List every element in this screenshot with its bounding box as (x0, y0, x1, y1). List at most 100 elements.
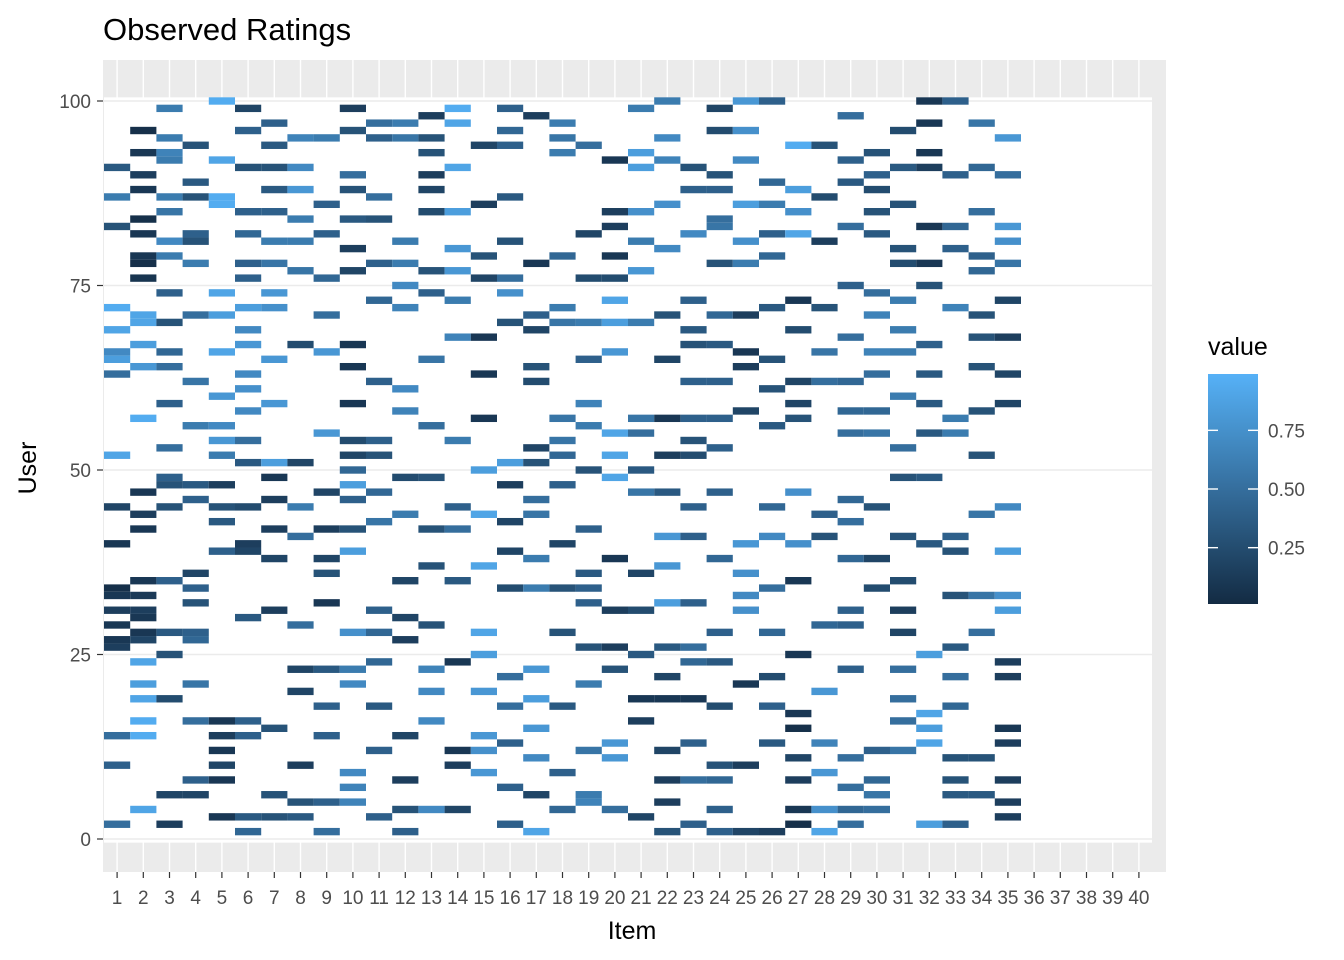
heatmap-cell (654, 97, 681, 105)
heatmap-cell (601, 473, 628, 482)
heatmap-cell (811, 193, 838, 201)
heatmap-cell (628, 208, 655, 216)
heatmap-cell (261, 724, 288, 732)
heatmap-cell (785, 377, 812, 386)
heatmap-cell (130, 510, 157, 518)
heatmap-cell (261, 606, 288, 614)
heatmap-cell (313, 134, 340, 142)
heatmap-cell (942, 244, 969, 253)
heatmap-cell (339, 104, 366, 113)
heatmap-cell (418, 171, 445, 179)
heatmap-cell (235, 436, 262, 445)
heatmap-cell (313, 230, 340, 238)
heatmap-cell (287, 761, 314, 769)
heatmap-cell (313, 665, 340, 673)
heatmap-cell (968, 407, 995, 415)
heatmap-cell (287, 687, 314, 696)
heatmap-cell (654, 776, 681, 784)
heatmap-cell (680, 643, 707, 651)
heatmap-cell (261, 355, 288, 363)
heatmap-cell (549, 134, 576, 142)
heatmap-cell (392, 473, 419, 482)
heatmap-cell (706, 414, 733, 423)
heatmap-cell (182, 193, 209, 201)
heatmap-cell (182, 481, 209, 489)
heatmap-cell (208, 776, 235, 784)
heatmap-cell (523, 377, 550, 386)
heatmap-cell (444, 577, 471, 585)
heatmap-cell (680, 776, 707, 784)
heatmap-cell (156, 348, 183, 356)
heatmap-cell (156, 473, 183, 482)
heatmap-cell (339, 466, 366, 474)
heatmap-cell (706, 222, 733, 231)
heatmap-cell (235, 370, 262, 378)
legend-tick-label: 0.75 (1268, 421, 1305, 442)
heatmap-cell (444, 208, 471, 216)
heatmap-cell (732, 311, 759, 319)
heatmap-cell (601, 739, 628, 747)
heatmap-cell (549, 584, 576, 592)
heatmap-cell (156, 148, 183, 157)
heatmap-cell (811, 303, 838, 312)
heatmap-cell (182, 230, 209, 238)
heatmap-cell (942, 591, 969, 600)
heatmap-cell (287, 813, 314, 821)
heatmap-cell (497, 274, 524, 282)
heatmap-cell (549, 481, 576, 489)
heatmap-cell (418, 525, 445, 533)
x-tick-label: 11 (369, 888, 389, 909)
heatmap-cell (759, 827, 786, 836)
heatmap-cell (732, 569, 759, 578)
x-tick-label: 37 (1050, 888, 1071, 909)
heatmap-cell (130, 613, 157, 622)
heatmap-cell (497, 289, 524, 297)
heatmap-cell (261, 495, 288, 504)
heatmap-cell (104, 591, 131, 600)
heatmap-cell (706, 554, 733, 563)
heatmap-cell (313, 311, 340, 319)
heatmap-cell (523, 495, 550, 504)
heatmap-cell (680, 695, 707, 703)
x-tick-label: 2 (138, 888, 149, 909)
heatmap-cell (313, 348, 340, 356)
heatmap-cell (470, 562, 497, 570)
heatmap-cell (785, 230, 812, 238)
heatmap-cell (575, 584, 602, 592)
heatmap-cell (680, 532, 707, 541)
heatmap-cell (235, 340, 262, 349)
heatmap-cell (523, 458, 550, 467)
heatmap-cell (994, 658, 1021, 666)
x-tick-label: 13 (421, 888, 442, 909)
heatmap-cell (863, 185, 890, 194)
heatmap-cell (444, 119, 471, 127)
heatmap-cell (287, 503, 314, 511)
heatmap-cell (392, 407, 419, 415)
heatmap-cell (916, 724, 943, 732)
heatmap-cell (156, 577, 183, 585)
heatmap-cell (497, 702, 524, 710)
heatmap-cell (339, 665, 366, 673)
heatmap-cell (732, 761, 759, 769)
heatmap-cell (732, 591, 759, 600)
heatmap-cell (339, 525, 366, 533)
heatmap-cell (575, 798, 602, 806)
heatmap-cell (392, 510, 419, 518)
heatmap-cell (208, 289, 235, 297)
x-tick-label: 9 (321, 888, 332, 909)
heatmap-cell (837, 333, 864, 341)
heatmap-cell (916, 540, 943, 548)
heatmap-cell (130, 606, 157, 614)
heatmap-cell (601, 318, 628, 327)
heatmap-cell (994, 296, 1021, 304)
heatmap-cell (130, 695, 157, 703)
heatmap-cell (837, 517, 864, 526)
heatmap-cell (706, 171, 733, 179)
heatmap-cell (339, 171, 366, 179)
heatmap-cell (916, 340, 943, 349)
heatmap-cell (444, 104, 471, 113)
heatmap-cell (523, 259, 550, 268)
heatmap-cell (366, 259, 393, 268)
heatmap-cell (523, 665, 550, 673)
heatmap-cell (497, 672, 524, 681)
